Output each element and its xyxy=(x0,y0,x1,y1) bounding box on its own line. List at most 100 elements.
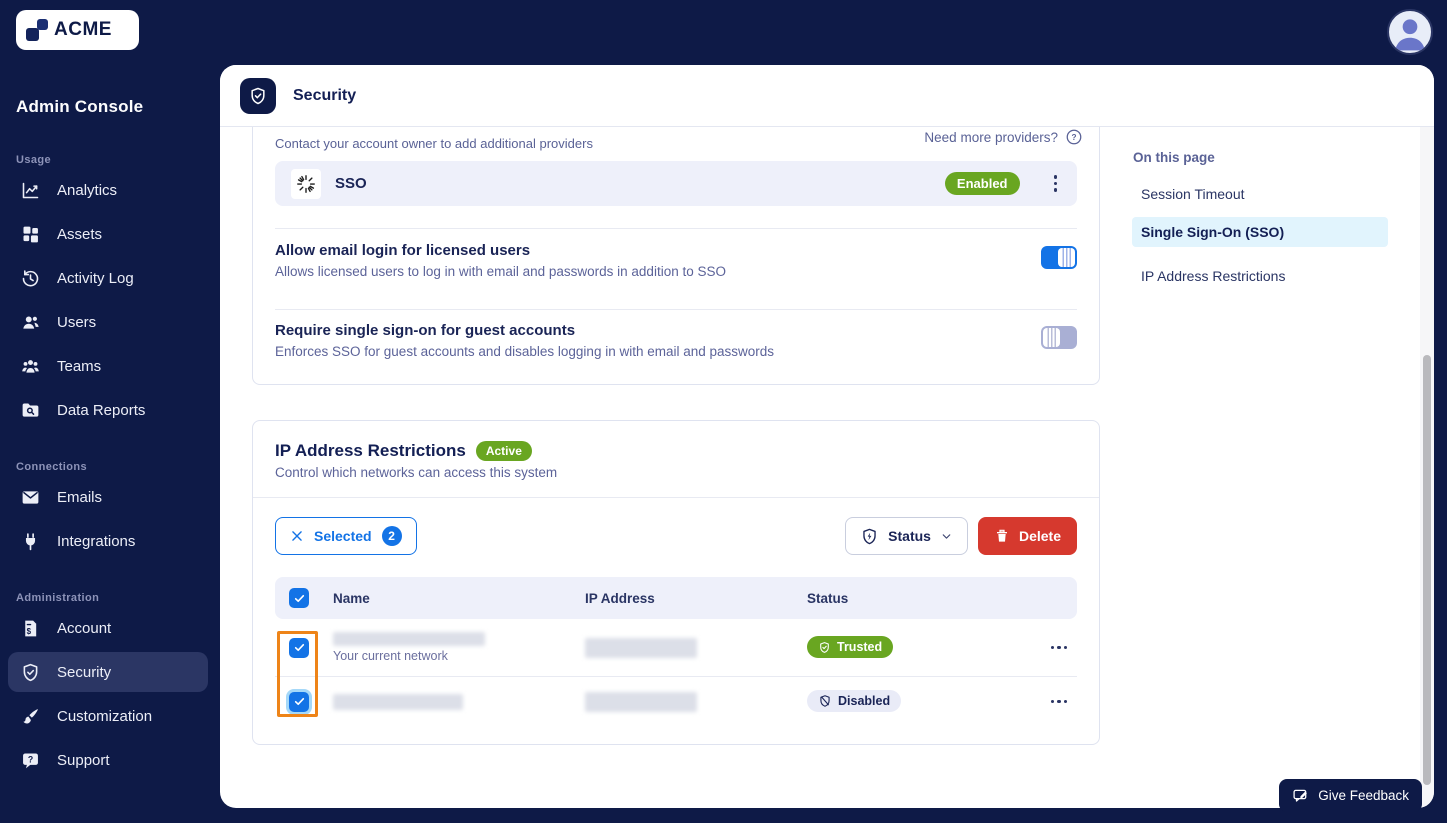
sidebar-item-customization[interactable]: Customization xyxy=(0,694,220,738)
redacted-name xyxy=(333,693,463,710)
select-all-checkbox[interactable] xyxy=(289,588,309,608)
status-dropdown-button[interactable]: Status xyxy=(845,517,968,555)
sidebar-item-label: Integrations xyxy=(57,532,136,550)
sso-hint-text: Contact your account owner to add additi… xyxy=(275,136,593,151)
shield-check-icon xyxy=(251,87,265,104)
check-icon xyxy=(294,594,304,602)
ip-restrictions-card: IP Address Restrictions Active Control w… xyxy=(252,420,1100,745)
sidebar-item-label: Activity Log xyxy=(57,269,134,287)
sidebar-item-label: Users xyxy=(57,313,97,331)
integrations-icon xyxy=(25,532,36,550)
brand-logo[interactable]: ACME xyxy=(16,10,139,50)
sidebar-item-label: Emails xyxy=(57,488,103,506)
sidebar-item-activity-log[interactable]: Activity Log xyxy=(0,256,220,300)
sidebar-item-label: Customization xyxy=(57,707,153,725)
toc-item-sso[interactable]: Single Sign-On (SSO) xyxy=(1132,217,1388,247)
toggle-require-sso-guests[interactable] xyxy=(1041,326,1077,349)
close-x-icon xyxy=(292,531,302,541)
sso-enabled-badge: Enabled xyxy=(944,172,1020,195)
main-panel: Security Contact your account owner to a… xyxy=(220,65,1434,808)
sidebar-item-account[interactable]: $ Account xyxy=(0,606,220,650)
toc-item-ip-restrictions[interactable]: IP Address Restrictions xyxy=(1141,268,1286,284)
activity-log-icon xyxy=(22,269,39,286)
status-button-label: Status xyxy=(888,528,931,544)
redacted-ip xyxy=(585,637,697,658)
give-feedback-button[interactable]: Give Feedback xyxy=(1279,779,1422,812)
sidebar-item-users[interactable]: Users xyxy=(0,300,220,344)
nav-section-connections: Connections xyxy=(16,461,88,473)
column-header-name[interactable]: Name xyxy=(333,590,370,606)
sidebar-item-label: Assets xyxy=(57,225,103,243)
console-title: Admin Console xyxy=(16,97,144,116)
analytics-icon xyxy=(22,182,39,198)
trash-icon xyxy=(996,529,1007,542)
toc-title: On this page xyxy=(1133,150,1215,165)
divider xyxy=(253,497,1099,498)
status-cell: Trusted xyxy=(807,636,1017,659)
nav-section-administration: Administration xyxy=(16,592,100,604)
sidebar-item-emails[interactable]: Emails xyxy=(0,475,220,519)
sidebar-item-teams[interactable]: Teams xyxy=(0,344,220,388)
customization-icon xyxy=(23,708,38,724)
toc-item-session-timeout[interactable]: Session Timeout xyxy=(1141,186,1245,202)
toggle-title-require-sso-guests: Require single sign-on for guest account… xyxy=(275,322,576,339)
sidebar-item-label: Support xyxy=(57,751,110,769)
sidebar-item-integrations[interactable]: Integrations xyxy=(0,519,220,563)
scrollbar-thumb[interactable] xyxy=(1423,355,1431,785)
brand-name: ACME xyxy=(54,19,112,40)
table-toolbar: Selected 2 Status Delete xyxy=(275,517,1077,555)
sidebar-item-security[interactable]: Security xyxy=(0,650,220,694)
sidebar-item-label: Analytics xyxy=(57,181,118,199)
give-feedback-label: Give Feedback xyxy=(1318,788,1409,803)
sidebar-item-label: Teams xyxy=(57,357,102,375)
security-shield-icon xyxy=(23,663,38,681)
sidebar-item-assets[interactable]: Assets xyxy=(0,212,220,256)
sidebar-item-data-reports[interactable]: Data Reports xyxy=(0,388,220,432)
svg-text:?: ? xyxy=(28,754,33,764)
sso-provider-row: SSO Enabled xyxy=(275,161,1077,206)
row-more-menu-icon[interactable] xyxy=(1017,645,1077,650)
column-header-status[interactable]: Status xyxy=(807,590,849,606)
delete-button-label: Delete xyxy=(1018,528,1061,544)
emails-icon xyxy=(22,490,39,504)
row-checkbox[interactable] xyxy=(289,691,309,712)
table-row: Your current network Trusted xyxy=(275,619,1077,676)
current-network-note: Your current network xyxy=(333,649,448,663)
need-more-providers-link[interactable]: Need more providers? ? xyxy=(924,128,1083,146)
user-avatar[interactable] xyxy=(1387,9,1433,55)
status-badge-label: Trusted xyxy=(837,640,883,655)
sso-more-menu-icon[interactable] xyxy=(1050,171,1062,196)
name-cell: Your current network xyxy=(333,632,585,663)
row-checkbox[interactable] xyxy=(289,637,309,658)
account-icon: $ xyxy=(25,620,37,636)
toggle-desc-email-login: Allows licensed users to log in with ema… xyxy=(275,264,726,279)
toggle-knob xyxy=(1058,248,1075,267)
disabled-badge: Disabled xyxy=(807,690,902,712)
scrollbar-track[interactable] xyxy=(1420,127,1434,808)
security-header-icon-box xyxy=(240,77,276,114)
sidebar-item-label: Account xyxy=(57,619,112,637)
row-more-menu-icon[interactable] xyxy=(1017,699,1077,704)
active-badge: Active xyxy=(475,441,532,461)
data-reports-icon xyxy=(22,403,39,417)
redacted-ip xyxy=(585,691,697,712)
sidebar-item-analytics[interactable]: Analytics xyxy=(0,168,220,212)
trusted-badge: Trusted xyxy=(807,636,894,659)
page-header: Security xyxy=(220,65,1434,127)
nav-section-usage: Usage xyxy=(16,154,52,166)
divider xyxy=(275,309,1077,310)
toggle-email-login[interactable] xyxy=(1041,246,1077,269)
support-icon: ? xyxy=(23,753,38,768)
sso-provider-name: SSO xyxy=(335,175,367,192)
clear-selection-button[interactable]: Selected 2 xyxy=(275,517,417,555)
ip-restrictions-subtitle: Control which networks can access this s… xyxy=(275,465,558,480)
delete-button[interactable]: Delete xyxy=(977,517,1077,555)
toggle-title-email-login: Allow email login for licensed users xyxy=(275,242,531,259)
teams-icon xyxy=(22,359,39,373)
assets-icon xyxy=(23,226,38,242)
sidebar-item-support[interactable]: ? Support xyxy=(0,738,220,782)
table-header-row: Name IP Address Status xyxy=(275,577,1077,619)
selected-count-badge: 2 xyxy=(381,526,402,546)
column-header-ip[interactable]: IP Address xyxy=(585,590,655,606)
help-question-icon[interactable]: ? xyxy=(1065,128,1083,146)
